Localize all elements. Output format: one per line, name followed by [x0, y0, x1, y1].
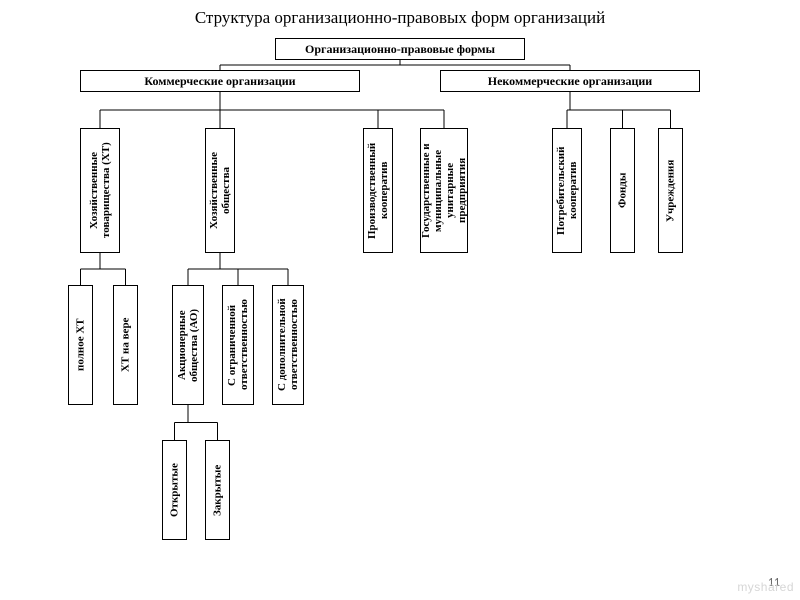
node-xtfaith: ХТ на вере: [113, 285, 138, 405]
node-fund: Фонды: [610, 128, 635, 253]
node-coop: Производственный кооператив: [363, 128, 393, 253]
node-xt: Хозяйственные товарищества (ХТ): [80, 128, 120, 253]
node-closed: Закрытые: [205, 440, 230, 540]
node-noncomm: Некоммерческие организации: [440, 70, 700, 92]
page-title: Структура организационно-правовых форм о…: [0, 8, 800, 28]
node-ltd: С ограниченной ответственностью: [222, 285, 254, 405]
node-fullxt: полное ХТ: [68, 285, 93, 405]
node-inst: Учреждения: [658, 128, 683, 253]
node-root: Организационно-правовые формы: [275, 38, 525, 60]
node-gup: Государственные и муниципальные унитарны…: [420, 128, 468, 253]
node-open: Открытые: [162, 440, 187, 540]
node-pcoop: Потребительский кооператив: [552, 128, 582, 253]
node-ao: Акционерные общества (АО): [172, 285, 204, 405]
node-addl: С дополнительной ответственностью: [272, 285, 304, 405]
watermark: myshared: [737, 580, 794, 594]
node-comm: Коммерческие организации: [80, 70, 360, 92]
node-xo: Хозяйственные общества: [205, 128, 235, 253]
